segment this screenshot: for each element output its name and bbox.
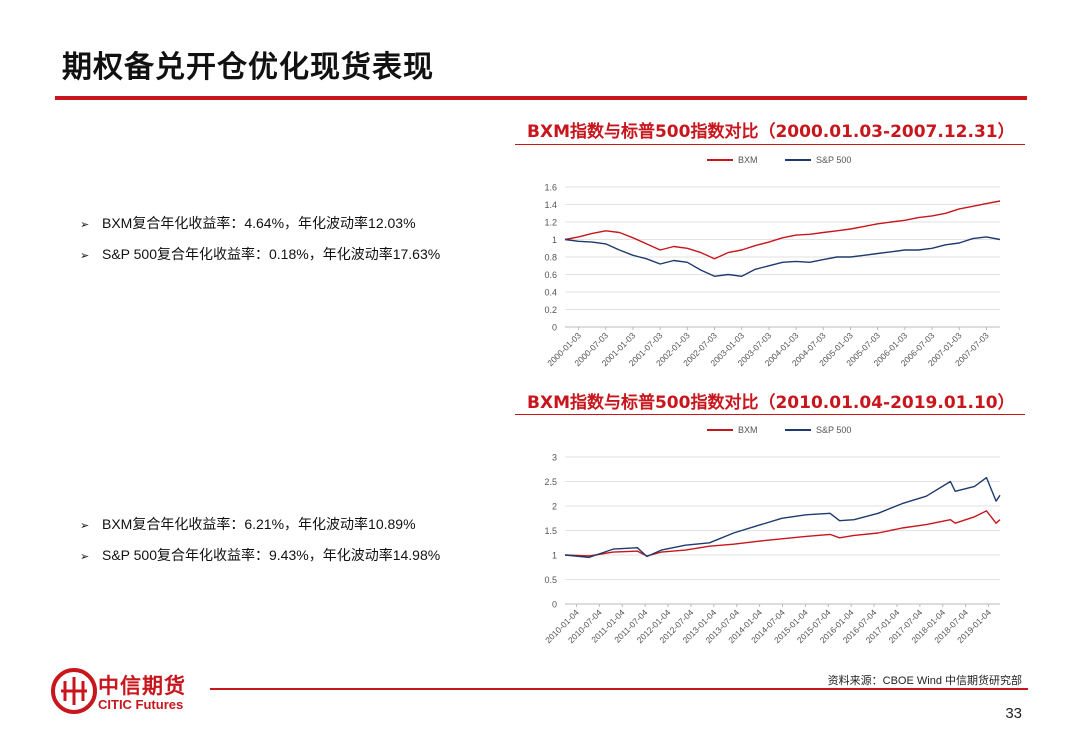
y-tick-label: 1 bbox=[552, 551, 557, 561]
y-tick-label: 0.2 bbox=[544, 305, 557, 315]
logo-text-cn: 中信期货 bbox=[98, 674, 186, 698]
y-tick-label: 1.4 bbox=[544, 200, 557, 210]
y-tick-label: 0.6 bbox=[544, 270, 557, 280]
legend-label: BXM bbox=[738, 155, 758, 165]
chart-title-bottom: BXM指数与标普500指数对比（2010.01.04-2019.01.10） bbox=[527, 393, 1015, 413]
bullet-text: BXM复合年化收益率：6.21%，年化波动率10.89% bbox=[102, 516, 416, 532]
y-tick-label: 1 bbox=[552, 235, 557, 245]
page-title: 期权备兑开仓优化现货表现 bbox=[62, 50, 434, 85]
y-tick-label: 1.2 bbox=[544, 218, 557, 228]
chart-top: 00.20.40.60.811.21.41.62000-01-032000-07… bbox=[544, 155, 1001, 368]
y-tick-label: 2.5 bbox=[544, 477, 557, 487]
legend-label: S&P 500 bbox=[816, 155, 851, 165]
bullet-item: ➢ BXM复合年化收益率：6.21%，年化波动率10.89% bbox=[80, 509, 440, 540]
y-tick-label: 0.8 bbox=[544, 253, 557, 263]
y-tick-label: 2 bbox=[552, 502, 557, 512]
arrow-bullet-icon: ➢ bbox=[80, 520, 90, 532]
citic-logo-icon bbox=[51, 668, 97, 714]
y-tick-label: 3 bbox=[552, 453, 557, 463]
legend-label: S&P 500 bbox=[816, 425, 851, 435]
title-divider bbox=[55, 96, 1027, 100]
legend-label: BXM bbox=[738, 425, 758, 435]
arrow-bullet-icon: ➢ bbox=[80, 219, 90, 231]
y-tick-label: 0 bbox=[552, 600, 557, 610]
series-line-spx bbox=[564, 236, 1001, 278]
y-tick-label: 0 bbox=[552, 323, 557, 333]
bullet-item: ➢ S&P 500复合年化收益率：0.18%，年化波动率17.63% bbox=[80, 239, 440, 270]
chart-title-top: BXM指数与标普500指数对比（2000.01.03-2007.12.31） bbox=[527, 122, 1015, 142]
footer-divider bbox=[210, 688, 1028, 690]
bullet-text: S&P 500复合年化收益率：0.18%，年化波动率17.63% bbox=[102, 246, 441, 262]
y-tick-label: 1.6 bbox=[544, 183, 557, 193]
bullet-list-top: ➢ BXM复合年化收益率：4.64%，年化波动率12.03% ➢ S&P 500复合… bbox=[80, 208, 440, 270]
y-tick-label: 0.4 bbox=[544, 288, 557, 298]
source-note: 资料来源：CBOE Wind 中信期货研究部 bbox=[827, 675, 1022, 687]
chart-title-divider bbox=[515, 144, 1025, 145]
y-tick-label: 0.5 bbox=[544, 575, 557, 585]
bullet-item: ➢ BXM复合年化收益率：4.64%，年化波动率12.03% bbox=[80, 208, 440, 239]
arrow-bullet-icon: ➢ bbox=[80, 551, 90, 563]
series-line-spx bbox=[564, 476, 1001, 559]
y-tick-label: 1.5 bbox=[544, 526, 557, 536]
chart-title-divider bbox=[515, 414, 1025, 415]
logo-text-en: CITIC Futures bbox=[98, 697, 184, 712]
page-number: 33 bbox=[1005, 705, 1022, 722]
bullet-text: BXM复合年化收益率：4.64%，年化波动率12.03% bbox=[102, 215, 416, 231]
chart-bottom: 00.511.522.532010-01-042010-07-042011-01… bbox=[543, 425, 1001, 645]
bullet-text: S&P 500复合年化收益率：9.43%，年化波动率14.98% bbox=[102, 547, 441, 563]
arrow-bullet-icon: ➢ bbox=[80, 250, 90, 262]
bullet-item: ➢ S&P 500复合年化收益率：9.43%，年化波动率14.98% bbox=[80, 540, 440, 571]
series-line-bxm bbox=[564, 200, 1001, 260]
bullet-list-bottom: ➢ BXM复合年化收益率：6.21%，年化波动率10.89% ➢ S&P 500复合… bbox=[80, 509, 440, 571]
